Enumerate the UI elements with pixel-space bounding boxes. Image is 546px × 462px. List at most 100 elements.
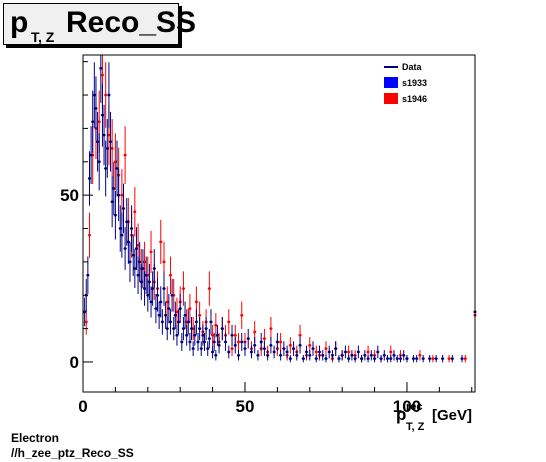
title-name: Reco_SS [66, 6, 197, 39]
marker [464, 357, 467, 360]
data-point [102, 104, 106, 166]
data-point [193, 324, 197, 346]
marker [347, 350, 350, 354]
marker [138, 260, 141, 264]
data-point [282, 341, 286, 356]
marker [269, 344, 273, 347]
marker [402, 354, 405, 357]
marker [298, 344, 302, 347]
data-point [301, 354, 305, 363]
data-markers [83, 55, 477, 363]
data-point [108, 111, 113, 172]
data-point [304, 345, 309, 359]
marker [104, 93, 107, 97]
marker [109, 140, 112, 143]
marker [174, 314, 177, 317]
data-point [202, 332, 207, 351]
marker [441, 357, 444, 360]
data-point [207, 328, 211, 349]
marker [114, 160, 117, 163]
marker [127, 240, 130, 244]
data-point [92, 62, 96, 128]
marker [334, 347, 337, 350]
marker [185, 334, 188, 337]
s1946-point [123, 126, 127, 184]
marker [263, 347, 266, 350]
marker [112, 187, 115, 190]
s1946-point [418, 350, 422, 361]
data-point [133, 249, 137, 288]
x-axis-label-p: p [396, 405, 406, 424]
marker [201, 334, 205, 337]
data-point [372, 354, 377, 363]
marker [302, 357, 305, 360]
s1946-point [120, 169, 124, 222]
s1946-point [463, 354, 467, 363]
marker [305, 350, 308, 354]
marker [237, 354, 240, 357]
data-point [330, 350, 335, 361]
marker [272, 350, 276, 354]
s1946-point [279, 332, 283, 351]
data-point [411, 354, 416, 363]
data-point [363, 350, 367, 361]
data-point [196, 332, 200, 351]
marker [230, 347, 234, 350]
marker [392, 354, 396, 357]
marker [153, 267, 156, 270]
marker [167, 307, 171, 310]
marker [353, 357, 357, 360]
data-point [110, 176, 114, 228]
marker [193, 334, 196, 337]
marker [166, 300, 169, 304]
marker [144, 274, 148, 277]
marker [107, 133, 111, 137]
x-axis-label-sub: T, Z [406, 421, 425, 433]
marker [162, 260, 166, 264]
y-tick-label: 0 [70, 353, 79, 372]
data-point [165, 316, 169, 341]
data-point [402, 350, 406, 361]
marker [208, 337, 211, 340]
data-point [147, 263, 152, 300]
marker [308, 354, 311, 357]
data-point [337, 354, 341, 363]
data-point [275, 332, 279, 351]
marker [259, 340, 263, 344]
data-point [117, 169, 121, 222]
footer-line-1: Electron [11, 431, 60, 445]
data-point [168, 309, 173, 335]
data-point [198, 316, 202, 341]
marker [104, 167, 107, 170]
marker [91, 120, 94, 123]
marker [321, 354, 324, 357]
marker [240, 314, 243, 317]
marker [211, 350, 214, 354]
marker [389, 350, 392, 354]
marker [253, 330, 256, 334]
marker [185, 320, 188, 324]
data-point [173, 301, 177, 329]
data-point [157, 301, 161, 329]
marker [162, 287, 166, 290]
marker [114, 213, 117, 217]
data-point [415, 354, 419, 363]
histogram-title-box: p T, Z Reco_SS [3, 3, 196, 45]
data-point [172, 316, 176, 341]
marker [295, 354, 299, 357]
marker [276, 340, 279, 344]
data-point [164, 301, 168, 329]
data-point [191, 341, 195, 356]
marker [175, 310, 179, 314]
marker [431, 357, 435, 360]
marker [148, 280, 151, 284]
marker [344, 350, 347, 354]
marker [318, 350, 321, 354]
marker [195, 320, 198, 324]
marker [224, 340, 227, 344]
data-point [240, 332, 244, 351]
data-point [441, 354, 445, 363]
marker [198, 314, 201, 317]
s1946-point [110, 119, 114, 178]
marker [115, 167, 119, 170]
